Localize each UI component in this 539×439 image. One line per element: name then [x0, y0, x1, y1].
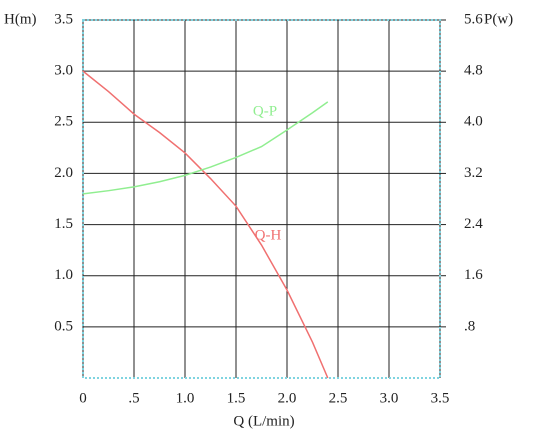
- y2-tick-label: .8: [464, 318, 475, 334]
- y2-tick-label: 4.8: [464, 63, 483, 79]
- x-tick-label: 2.5: [329, 390, 348, 406]
- y-tick-label: 0.5: [54, 318, 73, 334]
- y2-tick-label: 3.2: [464, 165, 483, 181]
- series-label: Q-H: [255, 227, 282, 243]
- y2-tick-label: 1.6: [464, 267, 483, 283]
- y-tick-label: 3.5: [54, 11, 73, 27]
- line-series: [82, 101, 329, 195]
- y-tick-label: 3.0: [54, 63, 73, 79]
- x-tick-label: 1.5: [227, 390, 246, 406]
- x-tick-label: 2.0: [278, 390, 297, 406]
- x-tick-label: 0: [79, 390, 87, 406]
- y-axis-label: H(m): [4, 11, 37, 27]
- series-label: Q-P: [253, 103, 277, 119]
- plot-border: [82, 19, 441, 379]
- x-axis-label: Q (L/min): [233, 413, 294, 429]
- y2-tick-label: 2.4: [464, 216, 483, 232]
- x-tick-label: .5: [128, 390, 139, 406]
- line-series: [82, 70, 329, 379]
- x-tick-label: 3.5: [431, 390, 450, 406]
- y2-tick-label: 4.0: [464, 114, 483, 130]
- y-tick-label: 2.0: [54, 165, 73, 181]
- y2-axis-label: P(w): [484, 11, 513, 27]
- y-tick-label: 2.5: [54, 114, 73, 130]
- x-tick-label: 3.0: [380, 390, 399, 406]
- y2-tick-label: 5.6: [464, 11, 483, 27]
- y-tick-label: 1.0: [54, 267, 73, 283]
- x-tick-label: 1.0: [176, 390, 195, 406]
- y-tick-label: 1.5: [54, 216, 73, 232]
